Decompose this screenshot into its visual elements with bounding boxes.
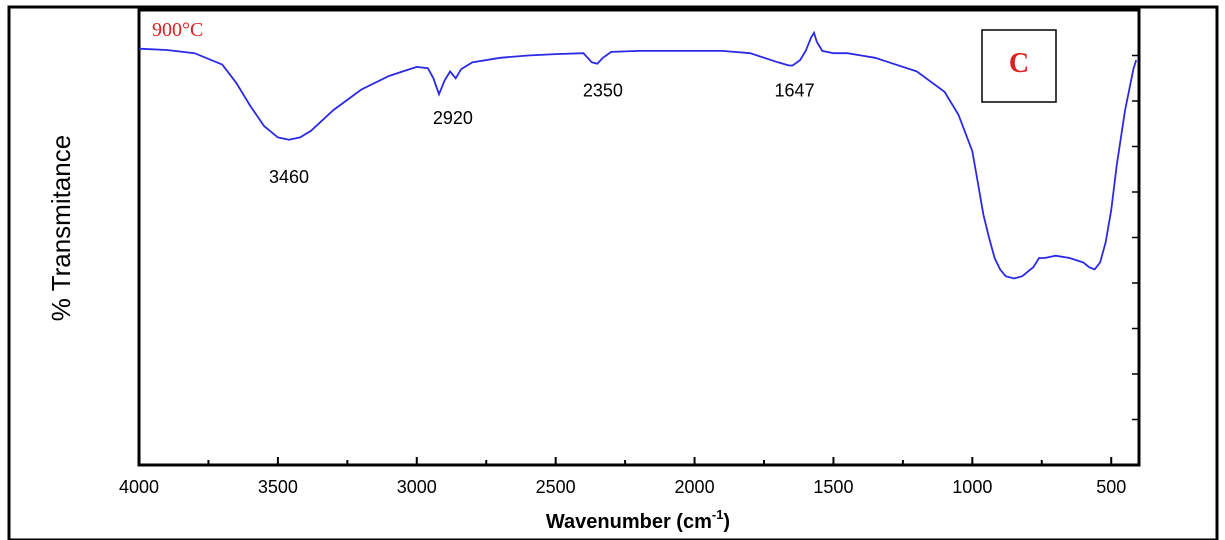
- outer-frame: [7, 5, 1219, 540]
- x-axis-title-sup: -1: [712, 507, 724, 522]
- peak-annotations: 3460 2920 2350 1647: [269, 80, 815, 186]
- x-tick-label: 2500: [536, 477, 576, 497]
- panel-label-box: [981, 29, 1057, 103]
- spectrum-line: [138, 30, 1138, 280]
- plot-area: [137, 8, 1141, 467]
- x-tick-label: 4000: [119, 477, 159, 497]
- x-tick-label: 500: [1096, 477, 1126, 497]
- peak-label: 2920: [433, 108, 473, 128]
- x-tick-label: 1000: [952, 477, 992, 497]
- peak-label: 1647: [775, 80, 815, 100]
- panel-label: C: [1009, 48, 1029, 79]
- x-axis-title-main: Wavenumber (cm: [546, 511, 712, 533]
- y-axis-title: % Transmitance: [46, 135, 76, 321]
- x-tick-label: 2000: [675, 477, 715, 497]
- x-axis-title-close: ): [723, 511, 730, 533]
- x-tick-label: 3500: [258, 477, 298, 497]
- peak-label: 3460: [269, 167, 309, 187]
- y-axis-ticks: [1132, 54, 1139, 421]
- x-axis-title: Wavenumber (cm-1): [546, 507, 730, 533]
- peak-label: 2350: [583, 80, 623, 100]
- temperature-label: 900°C: [152, 19, 203, 41]
- x-tick-label: 1500: [813, 477, 853, 497]
- x-tick-label: 3000: [397, 477, 437, 497]
- x-axis-ticks: 4000 3500 3000 2500 2000 1500 1000 500: [119, 457, 1126, 497]
